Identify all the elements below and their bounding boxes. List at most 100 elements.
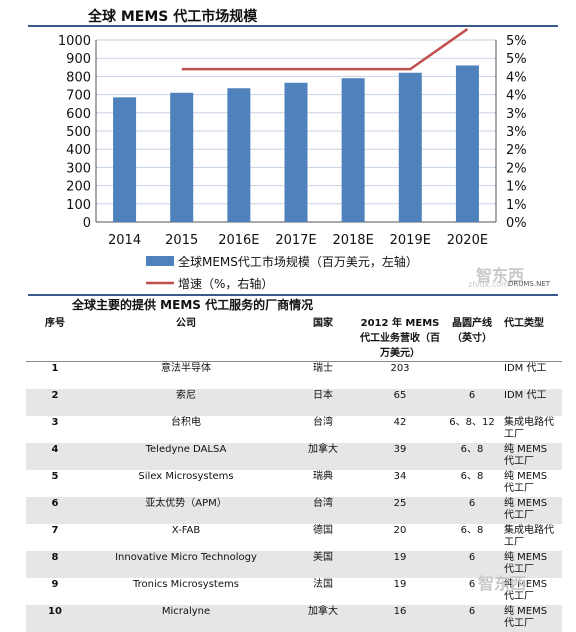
revenue-cell: 25 [358,497,442,524]
wafer-line-cell [442,362,502,390]
y-tick-label: 700 [66,89,91,104]
x-tick-label: 2015 [165,233,198,248]
company-cell: X-FAB [171,525,201,536]
x-tick-label: 2014 [108,233,141,248]
bar [227,88,251,222]
header-wafer-line: 晶圆产线（英寸） [442,312,502,362]
country-cell: 日本 [288,389,358,416]
company-cell: Micralyne [84,605,288,632]
y2-tick-label: 5% [506,52,527,67]
bar [113,97,137,222]
table-row: 1 意法半导体 瑞士 203 IDM 代工 [26,362,562,390]
bar [398,72,422,222]
bar [284,82,308,222]
chart-title: 全球 MEMS 代工市场规模 [88,9,258,25]
country-cell: 台湾 [313,417,333,428]
header-foundry-type: 代工类型 [502,312,562,362]
row-index: 7 [51,525,59,536]
row-index: 1 [51,363,59,374]
section-rule [28,294,558,296]
y2-tick-label: 3% [506,107,527,122]
company-cell: Tronics Microsystems [133,579,239,590]
row-index: 6 [26,497,84,524]
company-cell: Innovative Micro Technology [84,551,288,578]
company-cell: Teledyne DALSA [84,443,288,470]
wafer-line-cell: 6、8 [460,471,484,482]
header-index: 序号 [26,312,84,362]
x-tick-label: 2018E [332,233,373,248]
y-tick-label: 1000 [58,34,91,49]
wafer-line-cell: 6、8 [442,443,502,470]
table-row: 4 Teledyne DALSA 加拿大 39 6、8 纯 MEMS 代工厂 [26,443,562,470]
y2-tick-label: 0% [506,216,527,231]
country-cell: 台湾 [288,497,358,524]
table-row: 7 X-FAB 德国 20 6、8 集成电路代工厂 [26,524,562,551]
country-cell: 德国 [313,525,333,536]
y-tick-label: 300 [66,161,91,176]
table-header-row: 序号 公司 国家 2012 年 MEMS 代工业务营收（百万美元） 晶圆产线（英… [26,312,562,362]
revenue-cell: 16 [358,605,442,632]
foundry-type-cell: IDM 代工 [502,389,562,416]
country-cell: 加拿大 [288,443,358,470]
company-cell: 台积电 [171,417,201,428]
bar [341,78,365,222]
country-cell: 瑞士 [313,363,333,374]
company-cell: 亚太优势（APM） [84,497,288,524]
legend-bar-swatch [146,256,174,266]
wafer-line-cell: 6 [468,579,476,590]
y-tick-label: 200 [66,180,91,195]
wafer-line-cell: 6 [442,389,502,416]
foundry-type-cell: 纯 MEMS 代工厂 [502,605,562,632]
row-index: 4 [26,443,84,470]
table-row: 10 Micralyne 加拿大 16 6 纯 MEMS 代工厂 [26,605,562,632]
foundry-type-cell: 集成电路代工厂 [504,417,554,440]
combo-chart: 0 100 200 300 400 500 600 700 800 900 1000 0% 1% 1% 2%… [58,28,527,291]
revenue-cell: 20 [393,525,407,536]
legend-bar-label: 全球MEMS代工市场规模（百万美元，左轴） [178,254,418,269]
watermark-site: DRUMS.NET [508,280,551,288]
row-index: 8 [26,551,84,578]
revenue-cell: 34 [393,471,407,482]
y2-tick-label: 4% [506,89,527,104]
country-cell: 美国 [288,551,358,578]
y-tick-label: 900 [66,52,91,67]
company-cell: 索尼 [84,389,288,416]
watermark: 智东西 [476,266,525,285]
row-index: 9 [51,579,59,590]
x-tick-label: 2016E [218,233,259,248]
row-index: 3 [51,417,59,428]
legend-line-label: 增速（%，右轴） [178,276,273,291]
company-cell: Silex Microsystems [138,471,234,482]
bar [455,65,479,222]
header-revenue: 2012 年 MEMS 代工业务营收（百万美元） [358,312,442,362]
y2-tick-label: 1% [506,198,527,213]
y2-tick-label: 1% [506,180,527,195]
y2-tick-label: 4% [506,70,527,85]
foundry-type-cell: 纯 MEMS 代工厂 [502,443,562,470]
foundry-type-cell: 纯 MEMS 代工厂 [504,471,548,494]
y2-tick-label: 3% [506,125,527,140]
revenue-cell: 65 [358,389,442,416]
country-cell: 法国 [313,579,333,590]
table-row: 9 Tronics Microsystems 法国 19 6 纯 MEMS 代工厂 [26,578,562,605]
row-index: 5 [51,471,59,482]
wafer-line-cell: 6、8、12 [449,417,495,428]
table-title: 全球主要的提供 MEMS 代工服务的厂商情况 [72,298,314,312]
revenue-cell: 39 [358,443,442,470]
y-tick-label: 800 [66,70,91,85]
wafer-line-cell: 6 [442,605,502,632]
y-tick-label: 100 [66,198,91,213]
foundry-type-cell: 纯 MEMS 代工厂 [504,579,548,602]
revenue-cell: 42 [393,417,407,428]
growth-line [181,28,469,71]
country-cell: 加拿大 [288,605,358,632]
header-country: 国家 [288,312,358,362]
table-row: 6 亚太优势（APM） 台湾 25 6 纯 MEMS 代工厂 [26,497,562,524]
row-index: 2 [26,389,84,416]
country-cell: 瑞典 [313,471,333,482]
table-row: 8 Innovative Micro Technology 美国 19 6 纯 MEMS … [26,551,562,578]
company-cell: 意法半导体 [161,363,211,374]
revenue-cell: 19 [393,579,407,590]
revenue-cell: 203 [390,363,410,374]
foundry-type-cell: 纯 MEMS 代工厂 [502,551,562,578]
